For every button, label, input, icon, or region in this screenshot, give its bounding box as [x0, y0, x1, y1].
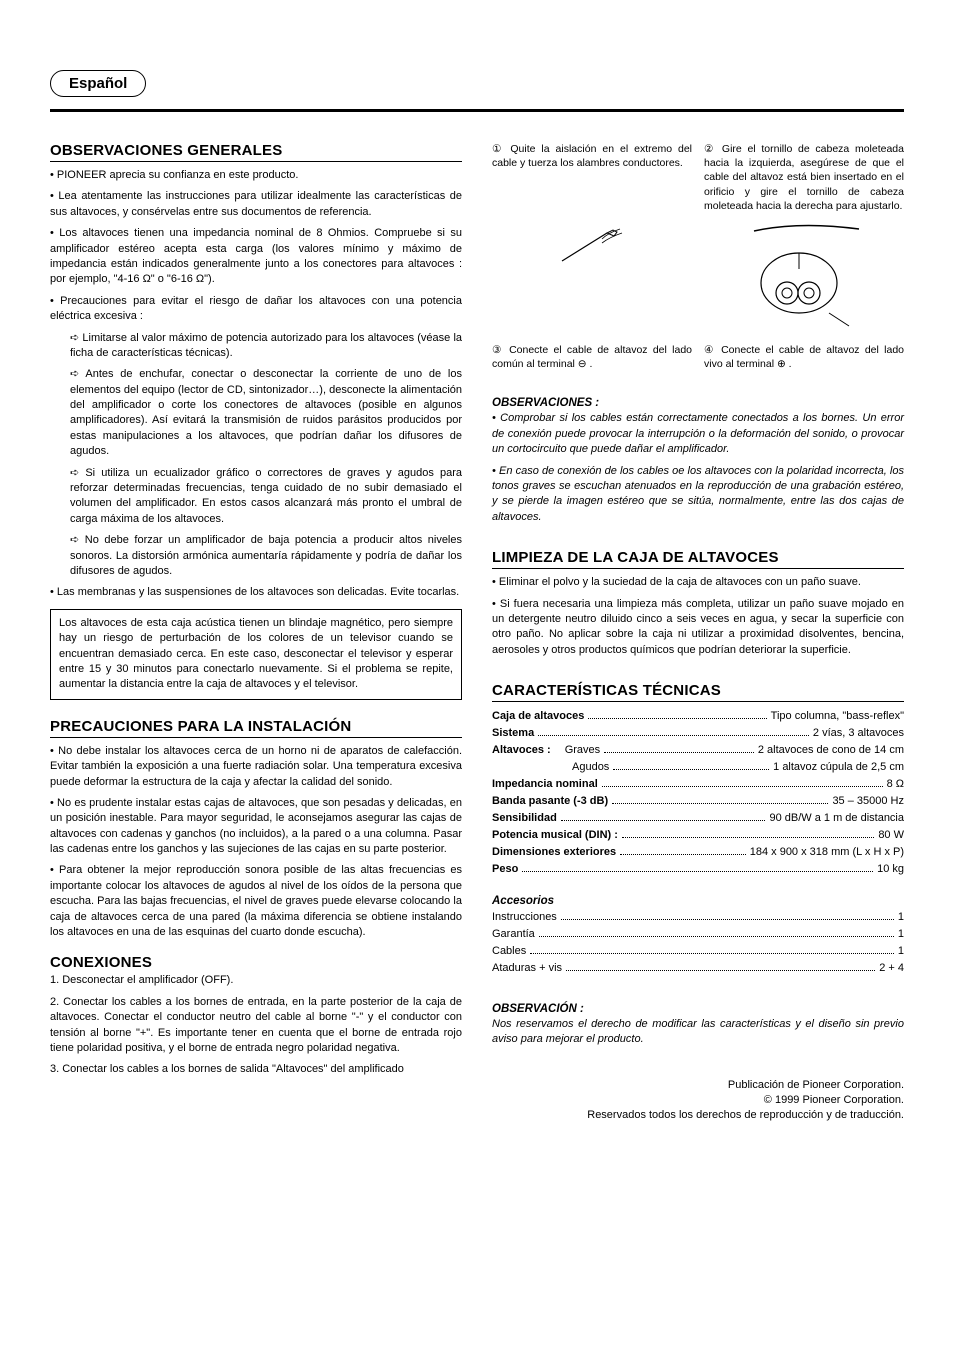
connection-steps-bottom: ③ Conecte el cable de altavoz del lado c…	[492, 343, 904, 371]
page: Español OBSERVACIONES GENERALES • PIONEE…	[0, 0, 954, 1351]
heading-observaciones: OBSERVACIONES GENERALES	[50, 142, 462, 162]
para: • No es prudente instalar estas cajas de…	[50, 796, 462, 858]
step: 3. Conectar los cables a los bornes de s…	[50, 1062, 462, 1077]
top-rule	[50, 109, 904, 112]
obs-para: • Comprobar si los cables están correcta…	[492, 411, 904, 457]
heading-limpieza: LIMPIEZA DE LA CAJA DE ALTAVOCES	[492, 549, 904, 569]
para: • Las membranas y las suspensiones de lo…	[50, 585, 462, 600]
bullet: Antes de enchufar, conectar o desconecta…	[50, 367, 462, 459]
heading-caracteristicas: CARACTERÍSTICAS TÉCNICAS	[492, 682, 904, 702]
para: • Precauciones para evitar el riesgo de …	[50, 294, 462, 325]
accessory-row: Cables1	[492, 943, 904, 960]
spec-row: Peso10 kg	[492, 861, 904, 878]
observaciones-subhead: OBSERVACIONES :	[492, 397, 904, 409]
connection-steps-top: ① Quite la aislación en el extremo del c…	[492, 142, 904, 213]
obs-para: Nos reservamos el derecho de modificar l…	[492, 1017, 904, 1048]
bullet: Si utiliza un ecualizador gráfico o corr…	[50, 466, 462, 528]
step-1: ① Quite la aislación en el extremo del c…	[492, 142, 692, 213]
heading-precauciones: PRECAUCIONES PARA LA INSTALACIÓN	[50, 718, 462, 738]
spec-row: Altavoces :Graves2 altavoces de cono de …	[492, 742, 904, 759]
step-2: ② Gire el tornillo de cabeza moleteada h…	[704, 142, 904, 213]
para: • Los altavoces tienen una impedancia no…	[50, 226, 462, 288]
para: • Si fuera necesaria una limpieza más co…	[492, 597, 904, 659]
footer: Publicación de Pioneer Corporation. © 19…	[492, 1078, 904, 1124]
accessory-row: Garantía1	[492, 926, 904, 943]
spec-row: Dimensiones exteriores184 x 900 x 318 mm…	[492, 844, 904, 861]
wire-strip-diagram	[492, 221, 692, 335]
accessory-row: Instrucciones1	[492, 909, 904, 926]
para: • PIONEER aprecia su confianza en este p…	[50, 168, 462, 183]
heading-conexiones: CONEXIONES	[50, 954, 462, 971]
bullet: No debe forzar un amplificador de baja p…	[50, 533, 462, 579]
magnetic-shield-box: Los altavoces de esta caja acústica tien…	[50, 609, 462, 700]
para: • Lea atentamente las instrucciones para…	[50, 189, 462, 220]
accessory-row: Ataduras + vis2 + 4	[492, 960, 904, 977]
footer-line: Reservados todos los derechos de reprodu…	[492, 1108, 904, 1123]
right-column: ① Quite la aislación en el extremo del c…	[492, 142, 904, 1124]
connection-diagrams	[492, 213, 904, 343]
footer-line: Publicación de Pioneer Corporation.	[492, 1078, 904, 1093]
accessories-table: Instrucciones1Garantía1Cables1Ataduras +…	[492, 909, 904, 977]
spec-row: Banda pasante (-3 dB)35 – 35000 Hz	[492, 793, 904, 810]
spec-table: Caja de altavocesTipo columna, "bass-ref…	[492, 708, 904, 878]
footer-line: © 1999 Pioneer Corporation.	[492, 1093, 904, 1108]
spec-row: Sistema2 vías, 3 altavoces	[492, 725, 904, 742]
step: 2. Conectar los cables a los bornes de e…	[50, 995, 462, 1057]
accesorios-subhead: Accesorios	[492, 895, 904, 907]
spec-row: Caja de altavocesTipo columna, "bass-ref…	[492, 708, 904, 725]
spec-row: Impedancia nominal8 Ω	[492, 776, 904, 793]
language-pill: Español	[50, 70, 146, 97]
spec-row: Sensibilidad90 dB/W a 1 m de distancia	[492, 810, 904, 827]
terminal-diagram	[704, 221, 904, 335]
step: 1. Desconectar el amplificador (OFF).	[50, 973, 462, 988]
bullet: Limitarse al valor máximo de potencia au…	[50, 331, 462, 362]
observacion-subhead: OBSERVACIÓN :	[492, 1003, 904, 1015]
para: • Eliminar el polvo y la suciedad de la …	[492, 575, 904, 590]
para: • Para obtener la mejor reproducción son…	[50, 863, 462, 940]
left-column: OBSERVACIONES GENERALES • PIONEER apreci…	[50, 142, 462, 1124]
step-3: ③ Conecte el cable de altavoz del lado c…	[492, 343, 692, 371]
obs-para: • En caso de conexión de los cables oe l…	[492, 464, 904, 526]
para: • No debe instalar los altavoces cerca d…	[50, 744, 462, 790]
spec-row: Potencia musical (DIN) :80 W	[492, 827, 904, 844]
step-4: ④ Conecte el cable de altavoz del lado v…	[704, 343, 904, 371]
content-columns: OBSERVACIONES GENERALES • PIONEER apreci…	[50, 142, 904, 1124]
spec-row: Agudos1 altavoz cúpula de 2,5 cm	[492, 759, 904, 776]
